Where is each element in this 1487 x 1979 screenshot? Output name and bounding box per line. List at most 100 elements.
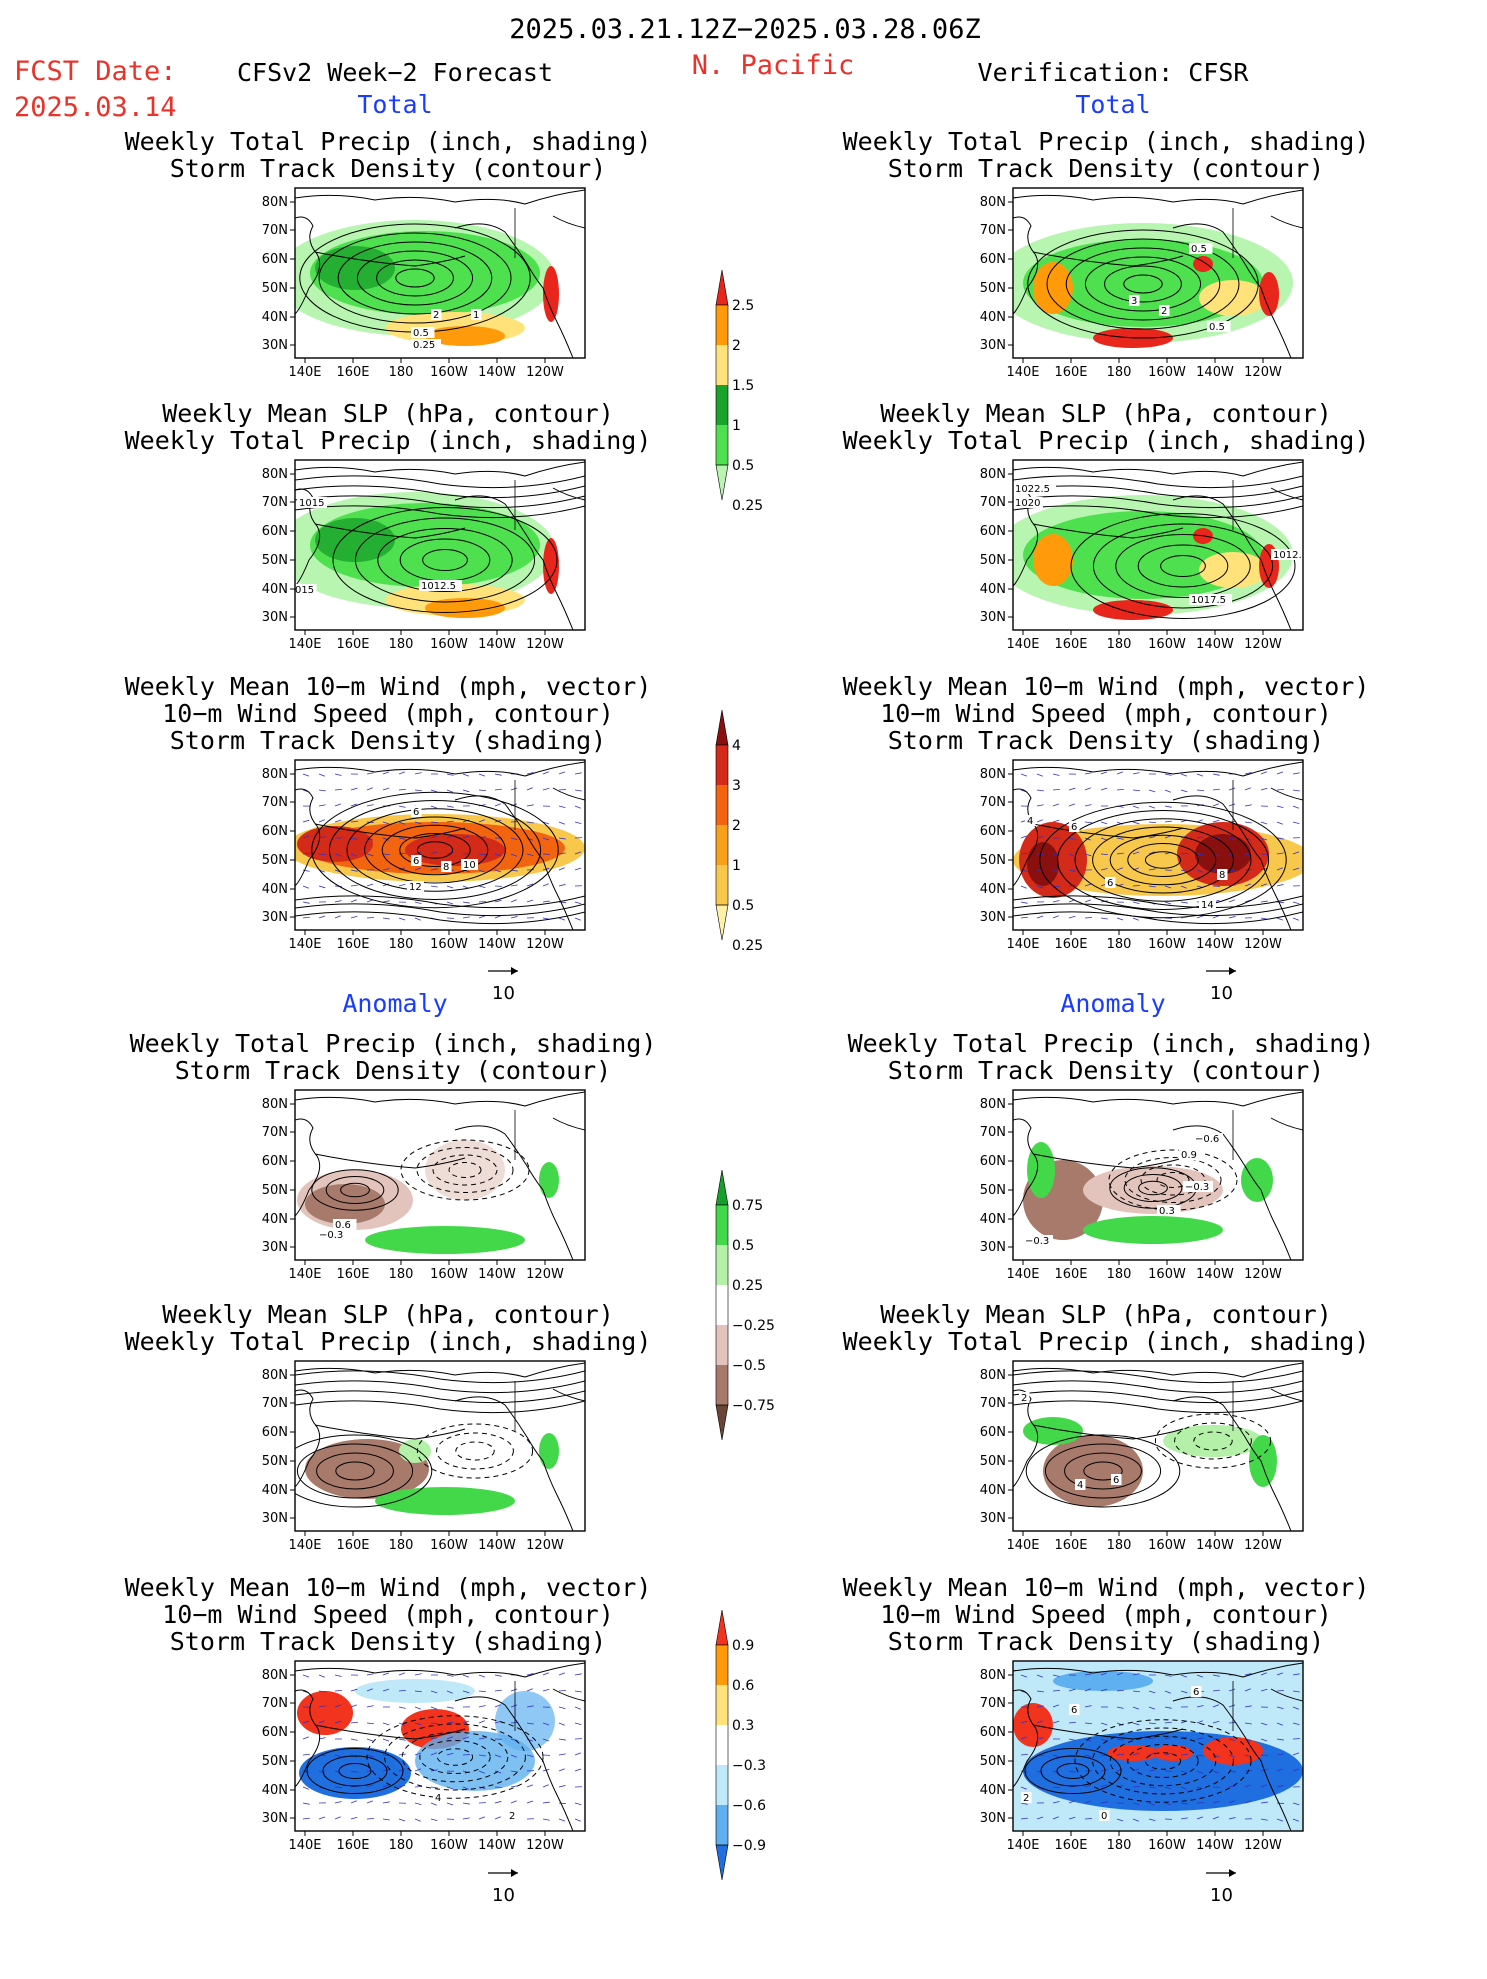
lat-tick-label: 50N: [262, 1454, 288, 1469]
svg-text:1017.5: 1017.5: [1191, 595, 1226, 606]
lat-tick-label: 30N: [262, 910, 288, 925]
lat-tick-label: 30N: [262, 338, 288, 353]
lon-tick-label: 140E: [288, 1267, 321, 1282]
svg-text:10: 10: [463, 860, 476, 871]
lon-tick-label: 160W: [1148, 1838, 1186, 1853]
lon-tick-label: 140E: [288, 365, 321, 380]
v-total-wind-contour-label: 8: [1217, 869, 1228, 881]
colorbar-segment: [716, 1245, 728, 1285]
colorbar-label: 0.5: [732, 1238, 754, 1254]
svg-text:0.5: 0.5: [413, 328, 429, 339]
lat-tick-label: 70N: [262, 795, 288, 810]
lat-tick-label: 30N: [980, 1811, 1006, 1826]
lat-tick-label: 70N: [980, 1396, 1006, 1411]
lon-tick-label: 160W: [430, 1838, 468, 1853]
forecast-period: 2025.03.21.12Z−2025.03.28.06Z: [509, 16, 980, 43]
lat-tick-label: 30N: [980, 910, 1006, 925]
v-anom-wind-contour-label: 6: [1191, 1686, 1202, 1698]
svg-text:0: 0: [1101, 1811, 1107, 1822]
lat-tick-label: 70N: [262, 1396, 288, 1411]
colorbar-tip-top: [716, 1170, 728, 1205]
lon-tick-label: 140E: [288, 1838, 321, 1853]
lon-tick-label: 180: [1107, 637, 1132, 652]
lon-tick-label: 120W: [1244, 1838, 1282, 1853]
colorbar-tip-top: [716, 1610, 728, 1645]
f-anom-slp-title-2: Weekly Total Precip (inch, shading): [125, 1329, 652, 1354]
lon-tick-label: 140W: [478, 1838, 516, 1853]
svg-text:6: 6: [413, 856, 419, 867]
colorbar-segment: [716, 385, 728, 425]
lat-tick-label: 50N: [980, 553, 1006, 568]
svg-text:6: 6: [1113, 1475, 1119, 1486]
v-anom-precip-contour-label: −0.3: [1023, 1235, 1053, 1247]
vector-arrow-icon: [1204, 966, 1240, 976]
fcst-date-label: FCST Date:: [14, 58, 177, 85]
lon-tick-label: 160E: [336, 365, 369, 380]
f-total-slp-title-1: Weekly Mean SLP (hPa, contour): [162, 401, 614, 426]
v-anom-wind-title-3: Storm Track Density (shading): [888, 1629, 1325, 1654]
right-total-label: Total: [1075, 92, 1150, 117]
v-total-wind-title-3: Storm Track Density (shading): [888, 728, 1325, 753]
lat-tick-label: 70N: [980, 795, 1006, 810]
lat-tick-label: 50N: [262, 1754, 288, 1769]
lon-tick-label: 140E: [1006, 1838, 1039, 1853]
lat-tick-label: 60N: [980, 1154, 1006, 1169]
lon-tick-label: 180: [1107, 1838, 1132, 1853]
lat-tick-label: 80N: [262, 1368, 288, 1383]
lon-tick-label: 140W: [1196, 937, 1234, 952]
lon-tick-label: 180: [389, 937, 414, 952]
f-total-wind-contour-label: 6: [411, 855, 422, 867]
f-anom-wind-title-1: Weekly Mean 10−m Wind (mph, vector): [125, 1575, 652, 1600]
svg-text:4: 4: [435, 1793, 441, 1804]
lon-tick-label: 180: [389, 365, 414, 380]
lon-tick-label: 120W: [1244, 1267, 1282, 1282]
lat-tick-label: 40N: [980, 882, 1006, 897]
colorbar-label: 4: [732, 738, 741, 754]
lat-tick-label: 30N: [262, 1240, 288, 1255]
v-anom-wind-contour-label: 6: [1069, 1704, 1080, 1716]
lon-tick-label: 120W: [1244, 637, 1282, 652]
colorbar-label: −0.25: [732, 1318, 775, 1334]
lat-tick-label: 50N: [980, 1183, 1006, 1198]
colorbar-label: −0.3: [732, 1758, 766, 1774]
v-total-slp-contour-label: 1022.5: [1013, 483, 1056, 495]
colorbar-label: 0.9: [732, 1638, 754, 1654]
colorbar-segment: [716, 745, 728, 785]
colorbar-label: 0.25: [732, 1278, 763, 1294]
v-total-wind-title-2: 10−m Wind Speed (mph, contour): [880, 701, 1332, 726]
lat-tick-label: 80N: [262, 1668, 288, 1683]
colorbar-segment: [716, 865, 728, 905]
svg-text:4: 4: [1027, 816, 1033, 827]
fcst-date-value: 2025.03.14: [14, 94, 177, 121]
f-total-wind-contour-label: 8: [441, 861, 452, 873]
lat-tick-label: 30N: [980, 1511, 1006, 1526]
lon-tick-label: 120W: [1244, 937, 1282, 952]
lat-tick-label: 60N: [980, 524, 1006, 539]
lon-tick-label: 180: [389, 1838, 414, 1853]
lon-tick-label: 140W: [478, 1267, 516, 1282]
colorbar-label: 3: [732, 778, 741, 794]
vector-reference: 10: [1204, 1862, 1240, 1906]
v-total-slp-contour-label: 1017.5: [1189, 594, 1232, 606]
svg-text:6: 6: [1071, 1705, 1077, 1716]
lon-tick-label: 140W: [478, 937, 516, 952]
lon-tick-label: 160W: [430, 365, 468, 380]
vector-arrow-icon: [486, 1868, 522, 1878]
colorbar-label: 0.75: [732, 1198, 763, 1214]
lon-tick-label: 140W: [1196, 637, 1234, 652]
lon-tick-label: 180: [1107, 937, 1132, 952]
lon-tick-label: 140W: [1196, 1267, 1234, 1282]
colorbar-label: 0.25: [732, 938, 763, 954]
colorbar-label: −0.6: [732, 1798, 766, 1814]
lon-tick-label: 140W: [478, 637, 516, 652]
lat-tick-label: 60N: [262, 1725, 288, 1740]
f-anom-wind-title-2: 10−m Wind Speed (mph, contour): [162, 1602, 614, 1627]
v-total-wind-title-1: Weekly Mean 10−m Wind (mph, vector): [843, 674, 1370, 699]
svg-text:0.25: 0.25: [413, 340, 435, 351]
lat-tick-label: 30N: [980, 1240, 1006, 1255]
lon-tick-label: 140E: [288, 1538, 321, 1553]
colorbar-label: 1: [732, 858, 741, 874]
